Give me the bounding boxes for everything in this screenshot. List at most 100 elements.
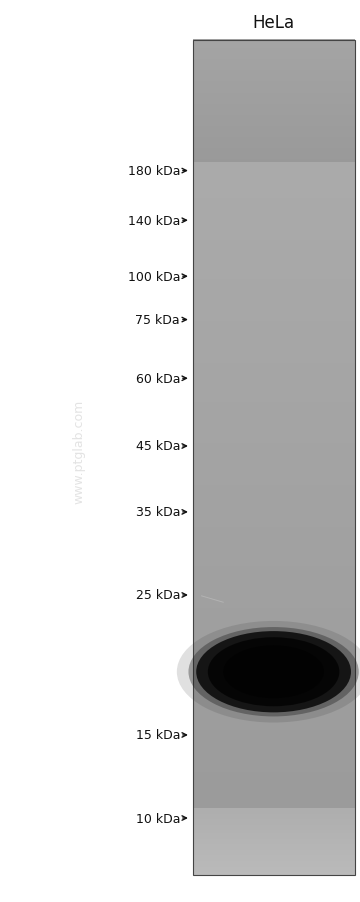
- Bar: [193, 268, 355, 272]
- Bar: [193, 327, 355, 330]
- Bar: [193, 520, 355, 524]
- Bar: [193, 504, 355, 508]
- Bar: [193, 256, 355, 261]
- Bar: [193, 863, 355, 867]
- Bar: [193, 245, 355, 249]
- Bar: [193, 104, 355, 107]
- Bar: [193, 869, 355, 872]
- Bar: [193, 663, 355, 667]
- Bar: [193, 563, 355, 566]
- Bar: [193, 490, 355, 494]
- Text: 140 kDa: 140 kDa: [128, 215, 180, 227]
- Bar: [193, 769, 355, 772]
- Bar: [193, 248, 355, 252]
- Bar: [193, 674, 355, 677]
- Bar: [193, 190, 355, 194]
- Bar: [193, 741, 355, 744]
- Bar: [193, 691, 355, 695]
- Bar: [193, 301, 355, 305]
- Ellipse shape: [223, 646, 324, 698]
- Ellipse shape: [177, 621, 360, 723]
- Text: 100 kDa: 100 kDa: [127, 271, 180, 283]
- Bar: [193, 209, 355, 213]
- Bar: [193, 799, 355, 803]
- Bar: [193, 807, 355, 811]
- Text: www.ptglab.com: www.ptglab.com: [73, 399, 86, 503]
- Bar: [193, 387, 355, 391]
- Bar: [193, 727, 355, 731]
- Bar: [193, 685, 355, 688]
- Bar: [193, 196, 355, 199]
- Bar: [193, 735, 355, 739]
- Bar: [193, 112, 355, 115]
- Bar: [193, 404, 355, 408]
- Bar: [193, 746, 355, 750]
- Bar: [193, 273, 355, 277]
- Bar: [193, 649, 355, 652]
- Bar: [193, 84, 355, 87]
- Bar: [193, 510, 355, 513]
- Bar: [193, 318, 355, 321]
- Bar: [193, 627, 355, 630]
- Bar: [193, 384, 355, 388]
- Bar: [193, 548, 355, 552]
- Bar: [193, 699, 355, 703]
- Bar: [193, 546, 355, 549]
- Bar: [193, 145, 355, 149]
- Bar: [193, 702, 355, 705]
- Bar: [193, 181, 355, 185]
- Bar: [193, 212, 355, 216]
- Bar: [193, 502, 355, 505]
- Bar: [193, 60, 355, 63]
- Bar: [193, 871, 355, 875]
- Bar: [193, 337, 355, 341]
- Bar: [193, 493, 355, 497]
- Bar: [193, 220, 355, 224]
- Bar: [193, 427, 355, 430]
- Bar: [193, 760, 355, 764]
- Bar: [193, 682, 355, 686]
- Bar: [193, 785, 355, 788]
- Bar: [193, 170, 355, 174]
- Bar: [193, 591, 355, 594]
- Text: HeLa: HeLa: [252, 14, 295, 32]
- Bar: [193, 687, 355, 691]
- Bar: [193, 794, 355, 797]
- Ellipse shape: [208, 638, 339, 706]
- Bar: [193, 830, 355, 833]
- Bar: [193, 849, 355, 852]
- Bar: [193, 749, 355, 752]
- Bar: [193, 226, 355, 230]
- Bar: [193, 754, 355, 758]
- Bar: [193, 624, 355, 628]
- Bar: [193, 532, 355, 536]
- Bar: [193, 587, 355, 592]
- Bar: [193, 841, 355, 844]
- Text: 25 kDa: 25 kDa: [135, 589, 180, 602]
- Bar: [193, 62, 355, 66]
- Text: 60 kDa: 60 kDa: [135, 373, 180, 385]
- Ellipse shape: [189, 628, 359, 716]
- Bar: [193, 827, 355, 831]
- Bar: [193, 566, 355, 569]
- Bar: [193, 451, 355, 455]
- Bar: [193, 465, 355, 469]
- Bar: [193, 215, 355, 218]
- Bar: [193, 429, 355, 433]
- Text: 10 kDa: 10 kDa: [135, 812, 180, 824]
- Bar: [193, 312, 355, 316]
- Bar: [193, 165, 355, 169]
- Bar: [193, 721, 355, 725]
- Bar: [193, 217, 355, 221]
- Bar: [193, 120, 355, 124]
- Bar: [193, 456, 355, 461]
- Bar: [193, 543, 355, 547]
- Bar: [193, 771, 355, 775]
- Bar: [193, 730, 355, 733]
- Bar: [193, 846, 355, 850]
- Bar: [193, 287, 355, 290]
- Bar: [193, 373, 355, 377]
- Bar: [193, 571, 355, 575]
- Bar: [193, 704, 355, 708]
- Bar: [193, 479, 355, 483]
